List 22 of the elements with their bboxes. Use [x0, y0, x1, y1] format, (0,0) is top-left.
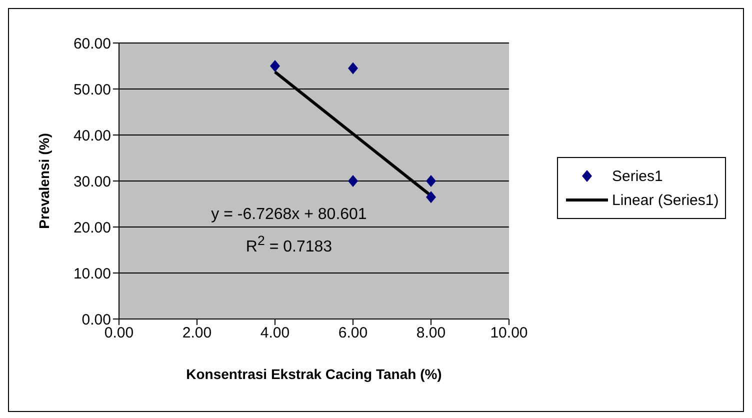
point: [426, 175, 436, 187]
y-tick-label: 10.00: [73, 265, 111, 282]
annotation: y = -6.7268x + 80.601: [210, 205, 368, 225]
y-tick-label: 20.00: [73, 219, 111, 236]
y-tick-label: 60.00: [73, 35, 111, 52]
point: [270, 60, 280, 72]
x-tick-label: 8.00: [416, 324, 446, 342]
legend-label: Linear (Series1): [612, 192, 719, 208]
y-tick-label: 40.00: [73, 127, 111, 144]
legend-label: Series1: [612, 168, 663, 184]
point: [348, 62, 358, 74]
y-axis-title: Prevalensi (%): [36, 133, 52, 229]
point: [348, 175, 358, 187]
x-tick-label: 10.00: [490, 324, 528, 342]
x-tick-label: 2.00: [182, 324, 212, 342]
x-tick-label: 6.00: [338, 324, 368, 342]
y-tick-label: 30.00: [73, 173, 111, 190]
annotation: R$^{2}$ = 0.7183: [244, 232, 334, 258]
point: [426, 191, 436, 204]
x-axis-title: Konsentrasi Ekstrak Cacing Tanah (%): [186, 366, 442, 382]
y-tick-label: 50.00: [73, 81, 111, 98]
x-tick-label: 4.00: [260, 324, 290, 342]
